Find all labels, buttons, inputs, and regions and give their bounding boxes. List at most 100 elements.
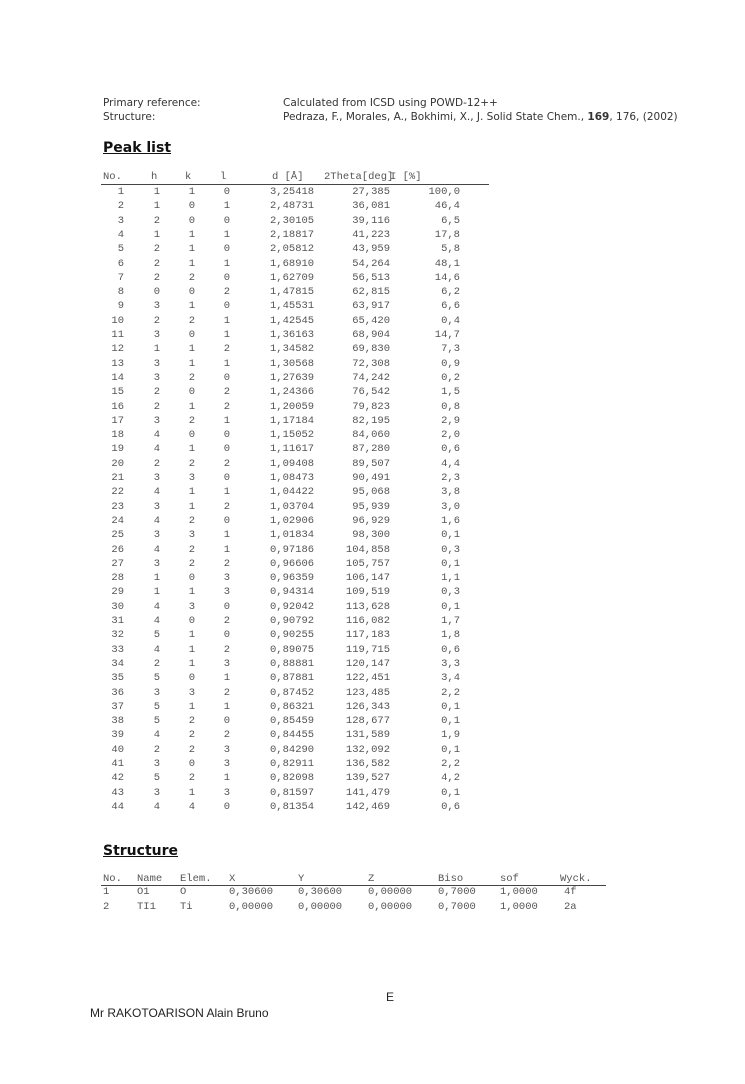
peak-row-cell: 1,17184 [270, 414, 315, 427]
peak-row-cell: 2 [223, 615, 230, 627]
peak-row-cell: 1 [223, 228, 230, 241]
peak-row-cell: 0 [223, 514, 230, 527]
peak-row-cell: 2 [188, 543, 195, 556]
peak-row-cell: 14 [111, 371, 124, 384]
peak-row-cell: 1 [153, 228, 160, 241]
peak-row-cell: 122,451 [345, 672, 390, 685]
peak-row-cell: 89,507 [352, 457, 390, 470]
structure-header-divider [101, 885, 606, 886]
peak-row-cell: 40 [111, 743, 124, 756]
peak-row-cell: 1,36163 [270, 329, 315, 341]
peak-row-cell: 2 [188, 514, 195, 527]
peak-row-cell: 21 [111, 472, 124, 484]
peak-row-cell: 3 [153, 414, 160, 427]
peak-row-cell: 0,96606 [270, 557, 315, 570]
peak-row-cell: 3 [153, 557, 160, 570]
citation-volume: 169 [587, 111, 610, 123]
peak-row-cell: 0 [188, 429, 195, 442]
peak-row-cell: 2 [153, 271, 160, 284]
structure-header-cell: Biso [438, 873, 464, 885]
peak-row-cell: 128,677 [345, 715, 390, 728]
peak-row-cell: 0,1 [441, 600, 460, 613]
peak-row-cell: 0,92042 [270, 600, 315, 613]
peak-row-cell: 4 [153, 615, 160, 627]
peak-row-cell: 1 [188, 243, 195, 256]
peak-row-cell: 2 [153, 214, 160, 227]
peak-row-cell: 0,2 [441, 371, 460, 384]
peak-row-cell: 131,589 [345, 729, 390, 742]
peak-row-cell: 2 [153, 386, 160, 399]
peak-row-cell: 82,195 [352, 414, 390, 427]
peak-row-cell: 90,491 [352, 472, 390, 484]
structure-row-cell: 0,00000 [298, 901, 343, 913]
peak-row-cell: 117,183 [345, 629, 390, 642]
structure-header-cell: Z [368, 873, 375, 885]
peak-header-cell: k [185, 171, 192, 183]
peak-row-cell: 3 [188, 472, 195, 484]
peak-row-cell: 0,90792 [270, 615, 315, 627]
peak-row-cell: 1 [153, 186, 160, 198]
peak-row-cell: 0,3 [441, 543, 460, 556]
peak-row-cell: 0 [223, 371, 230, 384]
peak-row-cell: 12 [111, 343, 124, 356]
peak-row-cell: 1,24366 [270, 386, 315, 399]
primary-reference-label: Primary reference: [103, 97, 201, 109]
peak-row-cell: 0 [223, 243, 230, 256]
peak-row-cell: 16 [111, 400, 124, 413]
peak-row-cell: 6,6 [441, 300, 460, 313]
peak-row-cell: 95,068 [352, 486, 390, 499]
peak-row-cell: 28 [111, 572, 124, 585]
peak-row-cell: 35 [111, 672, 124, 685]
peak-row-cell: 2,48731 [270, 200, 315, 213]
structure-row-cell: Ti [180, 901, 193, 913]
page-label: E [386, 990, 395, 1004]
peak-row-cell: 1 [223, 529, 230, 542]
peak-row-cell: 3,0 [441, 500, 460, 513]
peak-row-cell: 1 [188, 228, 195, 241]
citation-pages: , 176, (2002) [609, 111, 678, 123]
peak-row-cell: 1,04422 [270, 486, 315, 499]
peak-header-cell: h [151, 171, 158, 183]
peak-row-cell: 4,4 [441, 457, 460, 470]
peak-row-cell: 0,85459 [270, 715, 315, 728]
peak-row-cell: 3,8 [441, 486, 460, 499]
peak-row-cell: 1 [223, 543, 230, 556]
peak-row-cell: 3,3 [441, 657, 460, 670]
peak-row-cell: 116,082 [345, 615, 390, 627]
peak-row-cell: 0,97186 [270, 543, 315, 556]
peak-row-cell: 139,527 [345, 772, 390, 785]
peak-row-cell: 4 [153, 643, 160, 656]
structure-header-cell: Name [137, 873, 163, 885]
peak-row-cell: 2 [153, 257, 160, 270]
peak-row-cell: 25 [111, 529, 124, 542]
peak-row-cell: 0,89075 [270, 643, 315, 656]
peak-row-cell: 98,300 [352, 529, 390, 542]
peak-row-cell: 0,84290 [270, 743, 315, 756]
peak-row-cell: 36,081 [352, 200, 390, 213]
peak-row-cell: 0,84455 [270, 729, 315, 742]
peak-row-cell: 1,42545 [270, 314, 315, 327]
peak-row-cell: 5 [153, 700, 160, 713]
peak-row-cell: 43 [111, 786, 124, 799]
peak-row-cell: 1,1 [441, 572, 460, 585]
structure-header-cell: X [229, 873, 236, 885]
structure-row-cell: TI1 [137, 901, 156, 913]
peak-row-cell: 17,8 [434, 228, 460, 241]
peak-row-cell: 1,34582 [270, 343, 315, 356]
peak-header-divider [101, 184, 489, 185]
peak-row-cell: 2 [223, 457, 230, 470]
peak-row-cell: 17 [111, 414, 124, 427]
peak-row-cell: 2,3 [441, 472, 460, 484]
structure-row-cell: O1 [137, 886, 150, 898]
peak-row-cell: 6,5 [441, 214, 460, 227]
peak-row-cell: 2 [188, 271, 195, 284]
peak-row-cell: 0,94314 [270, 586, 315, 599]
peak-row-cell: 4 [153, 729, 160, 742]
peak-row-cell: 3 [223, 758, 230, 770]
peak-row-cell: 0,9 [441, 357, 460, 370]
peak-row-cell: 142,469 [345, 800, 390, 813]
peak-row-cell: 3 [223, 743, 230, 756]
peak-row-cell: 3 [153, 529, 160, 542]
peak-list-title: Peak list [103, 140, 172, 156]
peak-row-cell: 74,242 [352, 371, 390, 384]
